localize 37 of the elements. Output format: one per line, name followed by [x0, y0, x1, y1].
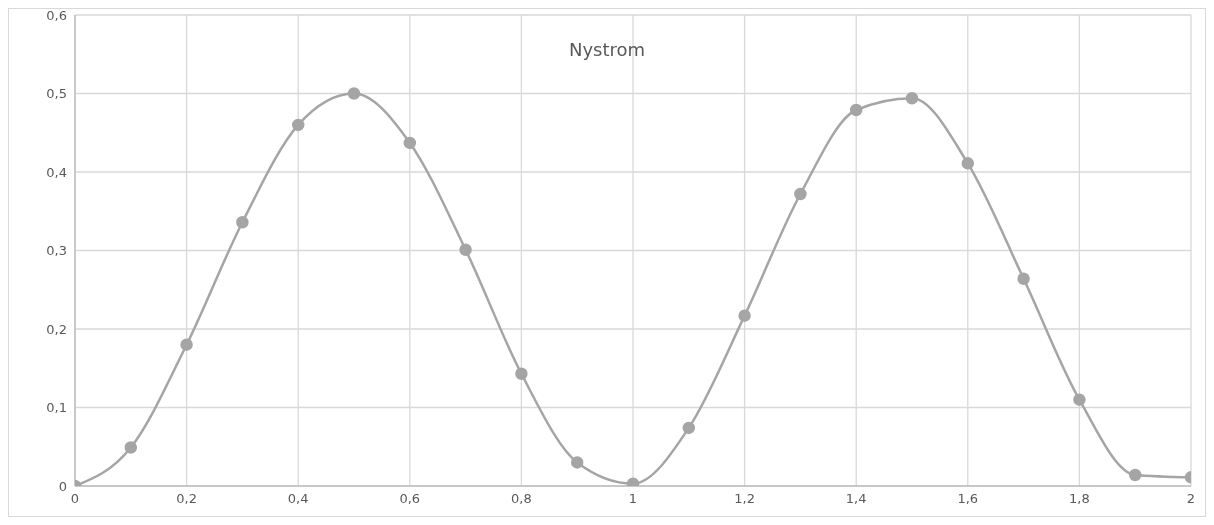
- point: [682, 421, 696, 435]
- x-tick-label: 0,4: [287, 491, 309, 507]
- point: [291, 118, 305, 132]
- point: [515, 367, 528, 380]
- x-tick-label: 1,2: [734, 491, 755, 507]
- x-tick-label: 2: [1186, 491, 1196, 507]
- x-tick-label: 1,4: [845, 491, 867, 507]
- point: [403, 136, 417, 150]
- x-tick-label: 0,2: [176, 491, 197, 507]
- point: [180, 338, 193, 351]
- x-tick-label: 1,6: [957, 491, 979, 507]
- point: [961, 157, 975, 170]
- y-tick-label: 0,4: [46, 164, 67, 180]
- x-tick-label: 0,6: [399, 491, 421, 507]
- point: [794, 187, 807, 201]
- point: [124, 441, 138, 454]
- y-tick-label: 0,3: [46, 243, 67, 259]
- point: [570, 456, 584, 469]
- x-tick-label: 1,8: [1069, 491, 1090, 507]
- y-tick-label: 0,5: [46, 86, 67, 102]
- x-tick-label: 0: [70, 491, 80, 507]
- point: [849, 103, 863, 117]
- point: [905, 91, 919, 105]
- text: Nystrom: [567, 39, 647, 60]
- point: [1017, 272, 1030, 286]
- y-tick-label: 0,6: [46, 7, 67, 23]
- x-tick-label: 1: [628, 491, 638, 507]
- point: [459, 243, 472, 256]
- point: [236, 215, 249, 229]
- y-tick-label: 0,2: [46, 321, 67, 337]
- point: [1073, 393, 1086, 406]
- point: [347, 87, 361, 100]
- y-tick-label: 0: [58, 478, 67, 494]
- y-tick-label: 0,1: [46, 400, 67, 416]
- point: [1128, 468, 1142, 482]
- x-tick-label: 0,8: [511, 491, 532, 507]
- point: [738, 309, 751, 322]
